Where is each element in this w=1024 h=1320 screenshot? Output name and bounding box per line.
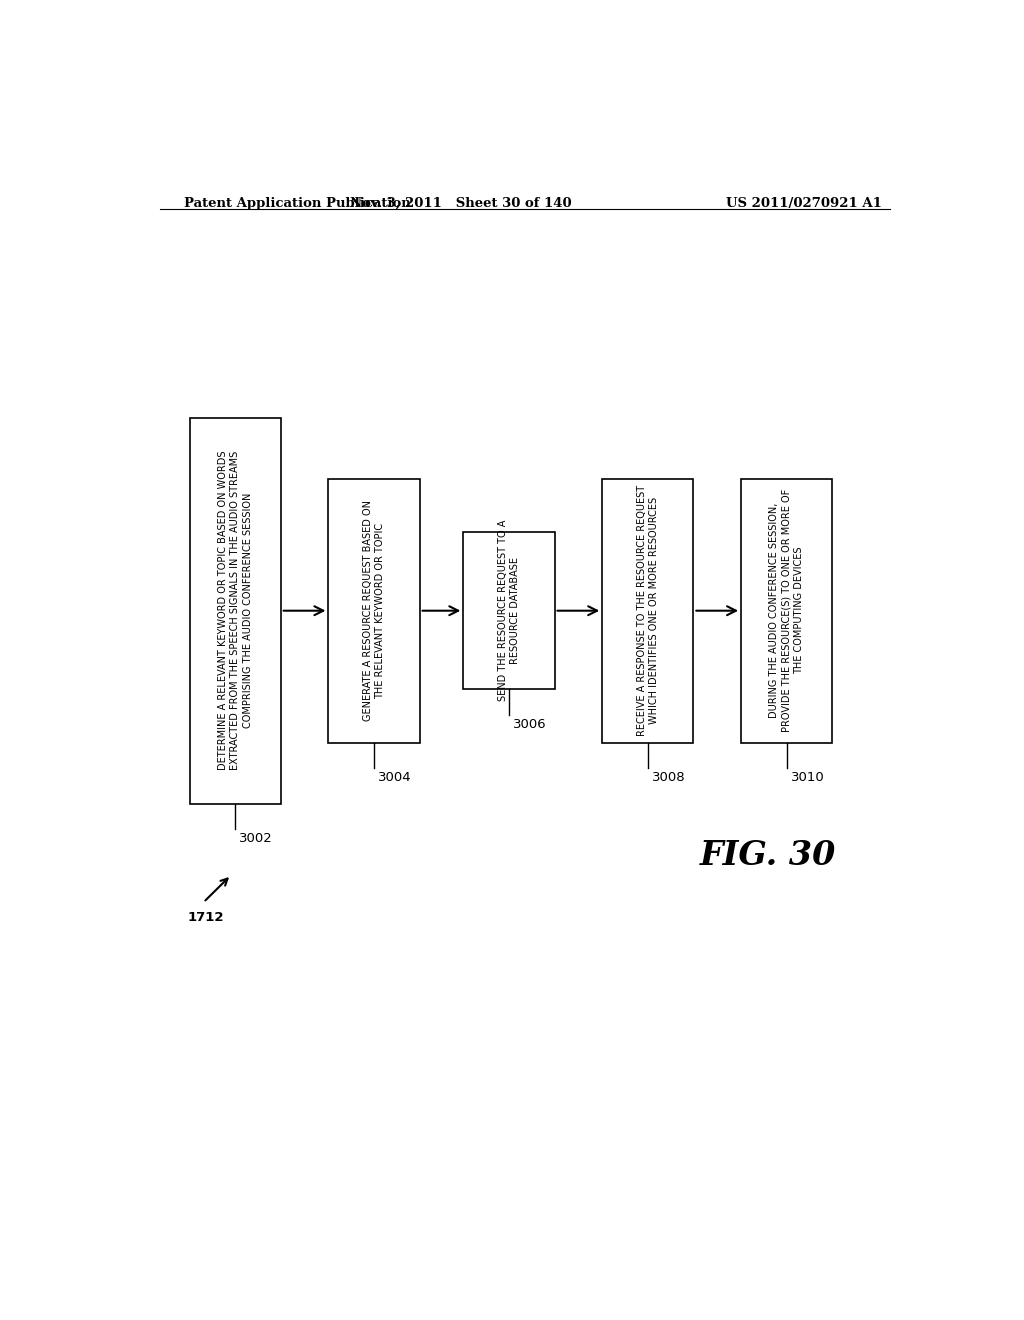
Bar (329, 479, 420, 743)
Text: SEND THE RESOURCE REQUEST TO A
RESOURCE DATABASE: SEND THE RESOURCE REQUEST TO A RESOURCE … (498, 520, 520, 701)
Text: GENERATE A RESOURCE REQUEST BASED ON
THE RELEVANT KEYWORD OR TOPIC: GENERATE A RESOURCE REQUEST BASED ON THE… (362, 500, 385, 721)
Text: FIG. 30: FIG. 30 (699, 840, 836, 873)
Bar (189, 417, 281, 804)
Text: RECEIVE A RESPONSE TO THE RESOURCE REQUEST
WHICH IDENTIFIES ONE OR MORE RESOURCE: RECEIVE A RESPONSE TO THE RESOURCE REQUE… (637, 486, 659, 737)
Bar (602, 479, 693, 743)
Bar (463, 532, 555, 689)
Text: 3006: 3006 (513, 718, 547, 731)
Text: US 2011/0270921 A1: US 2011/0270921 A1 (726, 197, 882, 210)
Text: Patent Application Publication: Patent Application Publication (183, 197, 411, 210)
Text: 3004: 3004 (378, 771, 412, 784)
Text: 3002: 3002 (240, 833, 272, 845)
Text: Nov. 3, 2011   Sheet 30 of 140: Nov. 3, 2011 Sheet 30 of 140 (350, 197, 572, 210)
Bar (741, 479, 833, 743)
Text: 3008: 3008 (652, 771, 685, 784)
Text: 3010: 3010 (791, 771, 824, 784)
Text: 1712: 1712 (187, 911, 224, 924)
Text: DURING THE AUDIO CONFERENCE SESSION,
PROVIDE THE RESOURCE(S) TO ONE OR MORE OF
T: DURING THE AUDIO CONFERENCE SESSION, PRO… (769, 490, 804, 733)
Text: DETERMINE A RELEVANT KEYWORD OR TOPIC BASED ON WORDS
EXTRACTED FROM THE SPEECH S: DETERMINE A RELEVANT KEYWORD OR TOPIC BA… (218, 451, 253, 771)
